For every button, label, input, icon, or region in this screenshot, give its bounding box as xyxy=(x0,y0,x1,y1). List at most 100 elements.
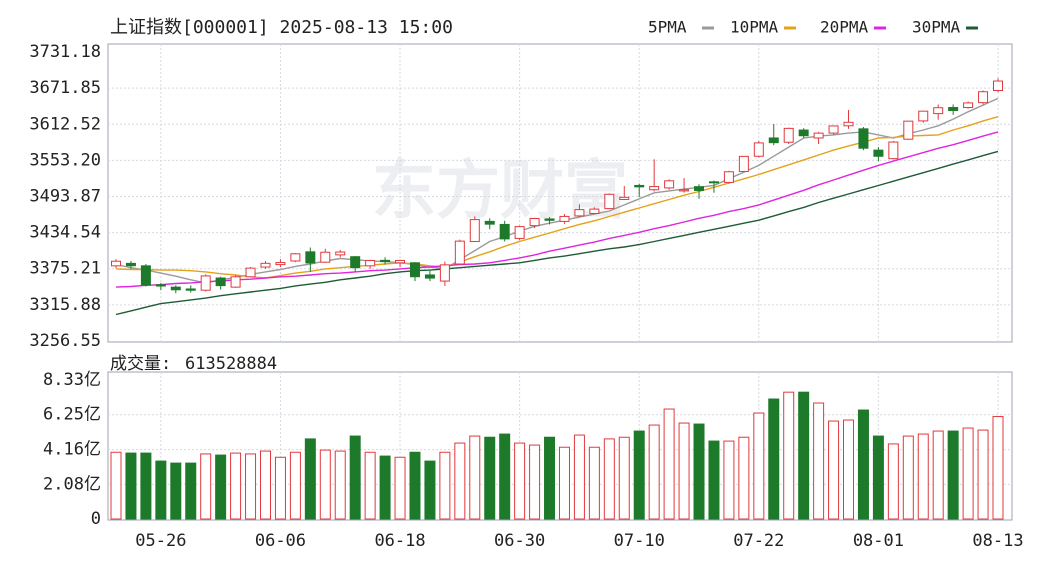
candle-body xyxy=(828,125,839,134)
volume-bar xyxy=(902,435,914,520)
candle-body xyxy=(993,80,1003,91)
candle-body xyxy=(708,181,719,184)
candle-body xyxy=(798,129,809,137)
volume-bar xyxy=(364,451,376,520)
candle-body xyxy=(275,262,286,266)
volume-bar xyxy=(334,450,346,520)
ma-line xyxy=(115,131,999,288)
candle-body xyxy=(350,256,361,269)
candle-body xyxy=(933,107,944,115)
watermark: 东方财富 xyxy=(372,155,628,229)
candle-body xyxy=(649,186,660,191)
x-tick-label: 06-30 xyxy=(494,531,545,551)
candle-body xyxy=(484,220,495,225)
volume-bar xyxy=(693,423,705,520)
legend-label: 10PMA xyxy=(730,18,779,37)
candle-body xyxy=(963,102,974,109)
candle-body xyxy=(843,121,854,127)
volume-bar xyxy=(379,455,391,520)
volume-bar xyxy=(304,438,316,520)
volume-bar xyxy=(215,454,227,520)
volume-bar xyxy=(289,451,301,520)
volume-frame xyxy=(107,371,1013,521)
volume-bar xyxy=(723,440,735,520)
volume-bar xyxy=(439,451,451,520)
volume-bar xyxy=(843,419,855,520)
volume-bar xyxy=(424,460,436,520)
volume-bar xyxy=(872,435,884,520)
x-tick-label: 05-26 xyxy=(135,531,186,551)
volume-bar xyxy=(484,436,496,520)
candle-body xyxy=(140,265,151,286)
candle-body xyxy=(948,107,959,111)
y-tick-label: 3612.52 xyxy=(29,114,101,134)
y-tick-label: 2.08亿 xyxy=(43,474,101,494)
volume-bar xyxy=(633,430,645,520)
candle-body xyxy=(634,184,645,188)
volume-bar xyxy=(469,435,481,520)
candle-body xyxy=(783,127,794,143)
legend-label: 20PMA xyxy=(820,18,869,37)
candle-body xyxy=(574,209,585,217)
y-tick-label: 4.16亿 xyxy=(43,440,101,460)
candle-body xyxy=(813,132,824,139)
volume-bar xyxy=(992,416,1004,520)
candle-body xyxy=(125,262,136,267)
y-tick-label: 0 xyxy=(91,509,101,529)
volume-bar xyxy=(813,402,825,520)
candle-body xyxy=(409,262,420,278)
candle-body xyxy=(723,171,734,183)
volume-bar xyxy=(947,430,959,520)
candle-body xyxy=(200,275,211,291)
candle-body xyxy=(320,251,331,263)
volume-bar xyxy=(514,442,526,520)
volume-bar xyxy=(783,391,795,520)
candle-body xyxy=(395,259,406,264)
candle-body xyxy=(499,223,510,240)
volume-bar xyxy=(887,443,899,520)
candle-body xyxy=(469,219,480,242)
volume-bar xyxy=(708,440,720,520)
candle-body xyxy=(589,208,600,214)
candle-body xyxy=(544,218,555,221)
candle-body xyxy=(768,137,779,144)
candle-body xyxy=(918,110,929,122)
volume-bar xyxy=(648,424,660,520)
candle-body xyxy=(424,274,435,279)
candle-body xyxy=(873,149,884,157)
volume-bar xyxy=(857,409,869,520)
candle-body xyxy=(380,259,391,263)
volume-bar xyxy=(110,451,122,520)
candle-body xyxy=(694,186,705,191)
volume-bar xyxy=(932,430,944,520)
volume-bar xyxy=(678,422,690,520)
candle-body xyxy=(604,193,615,210)
candle-body xyxy=(111,260,121,267)
volume-bar xyxy=(274,456,286,520)
volume-bar xyxy=(663,408,675,520)
y-tick-label: 3315.88 xyxy=(29,295,101,315)
y-tick-label: 3375.21 xyxy=(29,259,101,279)
y-tick-label: 8.33亿 xyxy=(43,370,101,390)
x-tick-label: 07-10 xyxy=(614,531,665,551)
volume-bar xyxy=(753,412,765,520)
volume-bar xyxy=(319,449,331,520)
legend-label: 5PMA xyxy=(648,18,687,37)
volume-latest: 613528884 xyxy=(185,354,277,374)
volume-bar xyxy=(618,436,630,520)
candle-body xyxy=(664,180,675,189)
x-tick-label: 07-22 xyxy=(733,531,784,551)
y-tick-label: 3493.87 xyxy=(29,186,101,206)
x-tick-label: 06-06 xyxy=(255,531,306,551)
ma-line xyxy=(115,97,999,284)
ma-line xyxy=(115,150,999,316)
volume-bar xyxy=(259,450,271,520)
volume-bar xyxy=(155,460,167,520)
candle-body xyxy=(858,128,869,149)
volume-bar xyxy=(603,438,615,520)
volume-bar xyxy=(558,446,570,520)
volume-bar xyxy=(185,462,197,520)
candle-body xyxy=(888,141,899,160)
candle-body xyxy=(738,155,749,172)
